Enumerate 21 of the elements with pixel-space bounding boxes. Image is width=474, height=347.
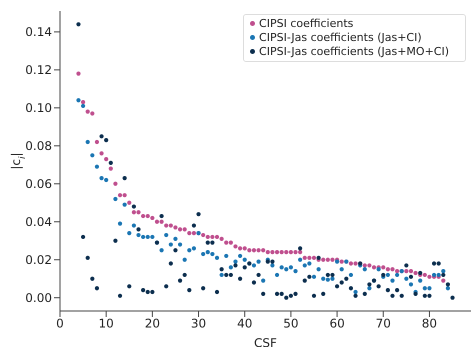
y-tick-label: 0.00 <box>25 290 52 305</box>
y-tick-label: 0.06 <box>25 177 52 192</box>
x-tick-label: 80 <box>422 316 438 331</box>
legend-label: CIPSI-Jas coefficients (Jas+CI) <box>259 31 422 44</box>
y-tick-label: 0.14 <box>25 25 52 40</box>
y-tick-label: 0.02 <box>25 252 52 267</box>
y-tick-label: 0.10 <box>25 101 52 116</box>
legend-label: CIPSI-Jas coefficients (Jas+MO+CI) <box>259 45 449 58</box>
y-tick-label: 0.04 <box>25 215 52 230</box>
x-axis-title: CSF <box>254 336 278 347</box>
x-tick-label: 50 <box>283 316 299 331</box>
x-tick-label: 10 <box>98 316 114 331</box>
x-tick-label: 70 <box>376 316 391 331</box>
y-tick-label: 0.12 <box>25 63 52 78</box>
x-tick-label: 60 <box>329 316 345 331</box>
x-tick-label: 30 <box>190 316 206 331</box>
legend-label: CIPSI coefficients <box>259 17 354 30</box>
x-tick-label: 40 <box>237 316 252 331</box>
x-tick-label: 20 <box>144 316 160 331</box>
y-tick-label: 0.08 <box>25 139 52 154</box>
x-tick-label: 0 <box>56 316 64 331</box>
